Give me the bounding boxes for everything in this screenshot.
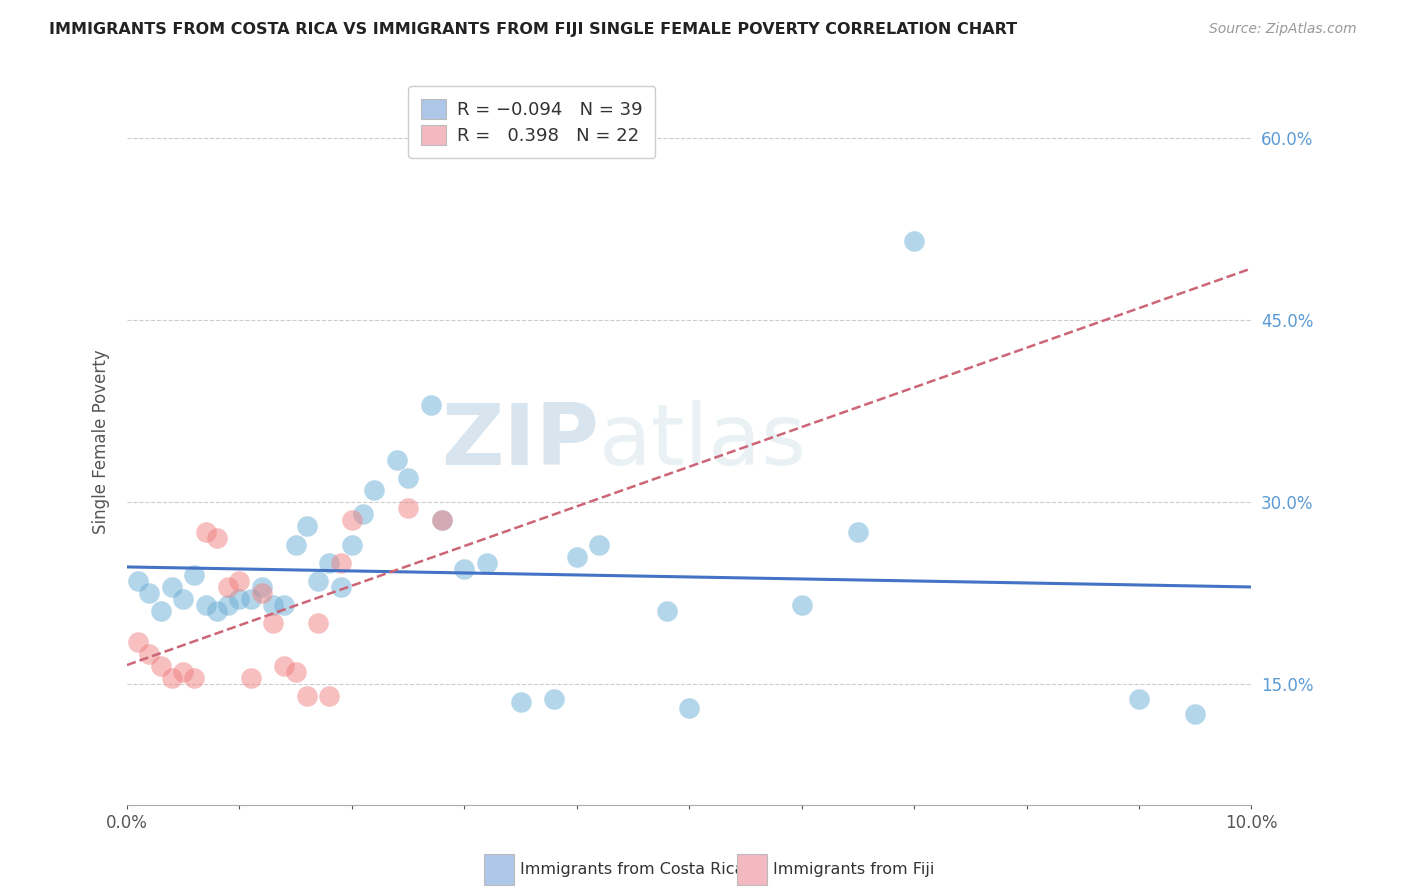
Point [430,513,453,527]
Point [509,695,531,709]
Point [1184,707,1206,722]
Point [273,598,295,612]
Point [329,556,352,570]
Point [678,701,700,715]
Point [262,616,284,631]
Point [295,519,318,533]
Text: Immigrants from Costa Rica: Immigrants from Costa Rica [520,863,745,877]
Point [138,647,160,661]
Point [205,532,228,546]
Point [262,598,284,612]
Point [127,634,149,648]
Point [430,513,453,527]
Point [588,537,610,551]
Point [1128,691,1150,706]
Point [284,537,307,551]
Point [903,234,925,248]
Text: IMMIGRANTS FROM COSTA RICA VS IMMIGRANTS FROM FIJI SINGLE FEMALE POVERTY CORRELA: IMMIGRANTS FROM COSTA RICA VS IMMIGRANTS… [49,22,1018,37]
Text: atlas: atlas [599,400,807,483]
Point [239,592,262,607]
Point [363,483,385,497]
Point [205,604,228,618]
Text: Source: ZipAtlas.com: Source: ZipAtlas.com [1209,22,1357,37]
Point [194,525,217,540]
Point [228,574,250,588]
Point [239,671,262,685]
Point [352,507,374,521]
Point [250,586,273,600]
Point [475,556,498,570]
Text: ZIP: ZIP [441,400,599,483]
Point [194,598,217,612]
Point [160,671,183,685]
Point [396,471,419,485]
Point [655,604,678,618]
Point [307,574,329,588]
Point [419,398,441,412]
Point [160,580,183,594]
Point [217,598,239,612]
Point [565,549,588,564]
Y-axis label: Single Female Poverty: Single Female Poverty [93,349,110,533]
Point [149,604,172,618]
Point [172,665,194,679]
Point [385,452,408,467]
Point [329,580,352,594]
Point [138,586,160,600]
Point [273,658,295,673]
Point [149,658,172,673]
Legend: R = −0.094   N = 39, R =   0.398   N = 22: R = −0.094 N = 39, R = 0.398 N = 22 [408,87,655,158]
Point [318,689,340,703]
Text: Immigrants from Fiji: Immigrants from Fiji [773,863,935,877]
Point [453,562,475,576]
Point [396,501,419,516]
Point [183,567,205,582]
Point [543,691,565,706]
Point [183,671,205,685]
Point [217,580,239,594]
Point [307,616,329,631]
Point [846,525,869,540]
Point [295,689,318,703]
Point [250,580,273,594]
Point [790,598,813,612]
Point [318,556,340,570]
Point [127,574,149,588]
Point [340,537,363,551]
Point [284,665,307,679]
Point [228,592,250,607]
Point [172,592,194,607]
Point [340,513,363,527]
